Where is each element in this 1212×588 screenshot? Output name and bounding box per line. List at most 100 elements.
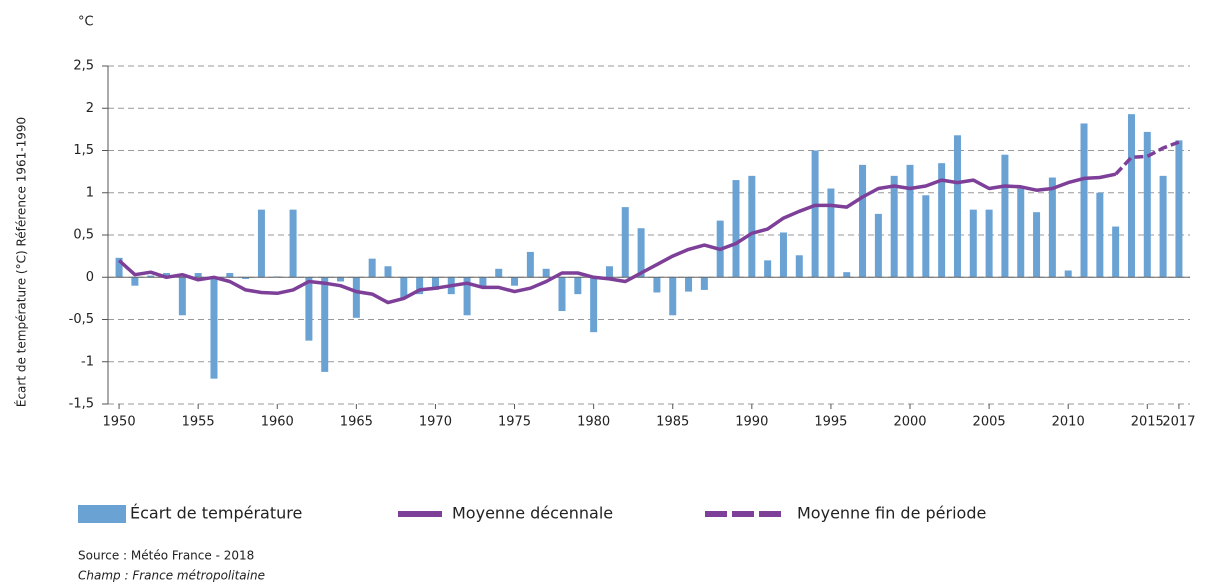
bar bbox=[305, 277, 313, 341]
bar bbox=[368, 258, 376, 278]
bar bbox=[1033, 212, 1041, 278]
bar bbox=[337, 277, 345, 282]
bar bbox=[874, 213, 882, 278]
bar bbox=[748, 175, 756, 278]
bar bbox=[416, 277, 424, 295]
x-tick-label: 1960 bbox=[261, 415, 294, 430]
bar bbox=[1048, 177, 1056, 278]
x-tick-label: 1970 bbox=[419, 415, 452, 430]
y-tick-label: 0 bbox=[86, 270, 94, 285]
y-tick-label: 1 bbox=[86, 185, 94, 200]
bar bbox=[653, 277, 661, 293]
bar bbox=[463, 277, 471, 316]
bar bbox=[843, 272, 851, 278]
bar bbox=[969, 209, 977, 278]
bar bbox=[685, 277, 693, 292]
legend-label: Écart de température bbox=[130, 504, 302, 523]
bar bbox=[1064, 270, 1072, 278]
bar bbox=[163, 273, 171, 278]
bar bbox=[178, 277, 186, 316]
y-tick-label: 2,5 bbox=[73, 59, 94, 74]
bar bbox=[938, 163, 946, 278]
bar bbox=[352, 277, 360, 318]
bar bbox=[257, 209, 265, 278]
bar bbox=[574, 277, 582, 295]
legend-label: Moyenne décennale bbox=[452, 504, 613, 523]
x-tick-label: 2017 bbox=[1162, 415, 1195, 430]
bar bbox=[131, 277, 139, 286]
bar bbox=[1017, 188, 1025, 278]
bar bbox=[906, 164, 914, 278]
bar bbox=[1001, 154, 1009, 278]
bar bbox=[811, 150, 819, 278]
bar bbox=[795, 255, 803, 278]
y-tick-label: 0,5 bbox=[73, 228, 94, 243]
bar bbox=[1096, 192, 1104, 278]
bar bbox=[511, 277, 519, 286]
bar bbox=[985, 209, 993, 278]
x-tick-label: 1995 bbox=[814, 415, 847, 430]
bar bbox=[558, 277, 566, 312]
bar bbox=[321, 277, 329, 372]
bar bbox=[226, 273, 234, 278]
unit-label: °C bbox=[78, 15, 94, 30]
bar bbox=[764, 260, 772, 278]
y-axis-label: Écart de température (°C) Référence 1961… bbox=[14, 117, 29, 407]
bar bbox=[890, 175, 898, 278]
x-tick-label: 1965 bbox=[340, 415, 373, 430]
note: Champ : France métropolitaine bbox=[78, 569, 265, 583]
bar bbox=[827, 188, 835, 278]
bar bbox=[1080, 123, 1088, 278]
x-tick-label: 2005 bbox=[973, 415, 1006, 430]
x-tick-label: 1955 bbox=[182, 415, 215, 430]
bar bbox=[400, 277, 408, 299]
x-tick-label: 1985 bbox=[656, 415, 689, 430]
bar bbox=[431, 277, 439, 290]
bar bbox=[779, 232, 787, 278]
bar bbox=[922, 195, 930, 278]
x-tick-label: 2015 bbox=[1131, 415, 1164, 430]
bar bbox=[732, 180, 740, 278]
bar bbox=[1143, 131, 1151, 278]
bar bbox=[1112, 226, 1120, 278]
x-tick-label: 1990 bbox=[735, 415, 768, 430]
bar bbox=[590, 277, 598, 333]
x-tick-label: 2010 bbox=[1052, 415, 1085, 430]
bar bbox=[289, 209, 297, 278]
y-tick-label: -1 bbox=[81, 354, 94, 369]
line bbox=[117, 172, 1117, 305]
bar bbox=[384, 266, 392, 278]
bar bbox=[953, 135, 961, 278]
bar bbox=[495, 268, 503, 278]
y-tick-label: 2 bbox=[86, 101, 94, 116]
x-tick-label: 2000 bbox=[893, 415, 926, 430]
x-tick-label: 1980 bbox=[577, 415, 610, 430]
x-tick-label: 1975 bbox=[498, 415, 531, 430]
bar bbox=[669, 277, 677, 316]
bar bbox=[194, 273, 202, 278]
bar bbox=[1127, 114, 1135, 278]
bar bbox=[479, 277, 487, 288]
line bbox=[1114, 140, 1180, 176]
bar bbox=[115, 257, 123, 278]
bar bbox=[859, 164, 867, 278]
bar bbox=[210, 277, 218, 379]
y-tick-label: 1,5 bbox=[73, 143, 94, 158]
bar bbox=[621, 207, 629, 278]
bar bbox=[526, 251, 534, 278]
y-tick-label: -0,5 bbox=[69, 312, 94, 327]
bar bbox=[637, 228, 645, 278]
bar bbox=[147, 275, 155, 278]
y-tick-label: -1,5 bbox=[69, 397, 94, 412]
legend-swatch bbox=[78, 505, 126, 523]
x-tick-label: 1950 bbox=[103, 415, 136, 430]
bar bbox=[700, 277, 708, 290]
bar bbox=[1159, 175, 1167, 278]
bar bbox=[1175, 140, 1183, 278]
bar bbox=[542, 268, 550, 278]
bar bbox=[242, 277, 250, 279]
legend-label: Moyenne fin de période bbox=[797, 504, 986, 523]
source: Source : Météo France - 2018 bbox=[78, 549, 254, 563]
bar bbox=[605, 266, 613, 278]
